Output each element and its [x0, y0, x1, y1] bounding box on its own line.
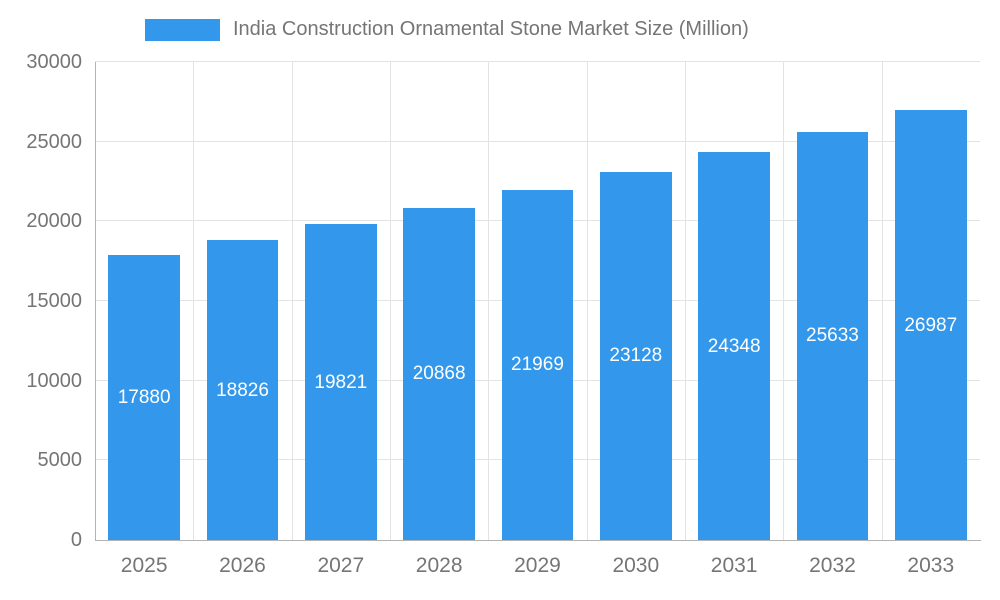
- bar-slot: 20868: [390, 62, 488, 540]
- bar-2032: 25633: [796, 131, 869, 540]
- bar-slot: 25633: [783, 62, 881, 540]
- y-tick-label: 0: [70, 529, 82, 551]
- bar-slot: 24348: [685, 62, 783, 540]
- bar-2026: 18826: [206, 240, 279, 540]
- bar-value-label: 20868: [412, 363, 466, 385]
- bar-2028: 20868: [403, 207, 476, 540]
- bar-slot: 21969: [488, 62, 586, 540]
- plot-area: 17880 18826 19821 20868 21969 23128 24348 25633…: [95, 61, 980, 540]
- x-tick-label: 2031: [710, 554, 758, 577]
- v-gridline: [881, 62, 883, 540]
- x-axis-line: [95, 540, 981, 541]
- h-gridline: [95, 61, 980, 62]
- x-tick-label: 2033: [907, 554, 955, 577]
- bar-2025: 17880: [108, 255, 181, 540]
- legend-swatch: [145, 18, 220, 41]
- bar-value-label: 23128: [609, 345, 663, 367]
- y-tick-label: 25000: [26, 130, 82, 153]
- v-gridline: [586, 62, 588, 540]
- bar-2033: 26987: [894, 110, 967, 540]
- bar-value-label: 17880: [117, 387, 171, 409]
- y-tick-label: 30000: [26, 51, 82, 73]
- v-gridline: [488, 62, 490, 540]
- bars: 17880 18826 19821 20868 21969 23128 24348 25633…: [95, 62, 980, 540]
- x-axis: 2025 2026 2027 2028 2029 2030 2031 2032 2033: [95, 554, 980, 578]
- bar-value-label: 21969: [511, 354, 564, 376]
- y-axis-line: [95, 62, 96, 541]
- bar-2031: 24348: [698, 152, 771, 540]
- bar-value-label: 18826: [216, 379, 269, 401]
- y-axis: 0 5000 10000 15000 20000 25000 30000: [0, 52, 83, 550]
- bar-slot: 26987: [882, 62, 980, 540]
- v-gridline: [193, 62, 195, 540]
- bar-slot: 17880: [95, 62, 193, 540]
- bar-slot: 23128: [587, 62, 685, 540]
- chart-title: India Construction Ornamental Stone Mark…: [233, 18, 749, 40]
- x-tick-label: 2030: [612, 554, 660, 577]
- bar-value-label: 26987: [904, 314, 958, 336]
- bar-value-label: 25633: [806, 325, 859, 347]
- x-tick-label: 2029: [514, 554, 561, 577]
- y-tick-label: 15000: [26, 290, 82, 312]
- h-gridline: [95, 140, 980, 142]
- bar-2027: 19821: [304, 224, 377, 540]
- y-tick-label: 20000: [26, 210, 82, 233]
- x-tick-label: 2032: [809, 554, 856, 577]
- v-gridline: [783, 62, 785, 540]
- v-gridline: [389, 62, 391, 540]
- bar-2030: 23128: [599, 171, 672, 540]
- y-tick-label: 5000: [37, 449, 83, 472]
- x-tick-label: 2027: [317, 554, 365, 577]
- bar-2029: 21969: [501, 189, 574, 540]
- v-gridline: [291, 62, 293, 540]
- v-gridline: [684, 62, 686, 540]
- x-tick-label: 2028: [415, 554, 463, 577]
- bar-value-label: 24348: [707, 335, 761, 357]
- bar-slot: 19821: [292, 62, 390, 540]
- x-tick-label: 2025: [120, 554, 168, 577]
- chart-legend: India Construction Ornamental Stone Mark…: [145, 18, 749, 41]
- bar-value-label: 19821: [314, 371, 368, 393]
- bar-slot: 18826: [193, 62, 291, 540]
- x-tick-label: 2026: [219, 554, 266, 577]
- y-tick-label: 10000: [26, 369, 82, 392]
